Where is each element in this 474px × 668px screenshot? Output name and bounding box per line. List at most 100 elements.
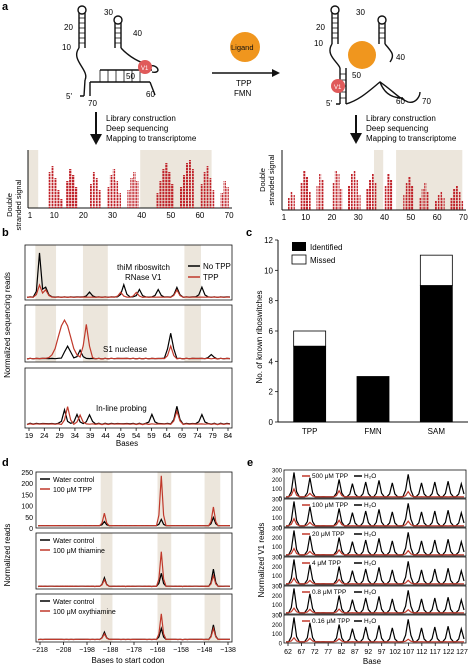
e-ytick-label: 0: [279, 613, 283, 619]
e-subplot-frame: [283, 585, 467, 615]
e-ytick-label: 300: [272, 556, 283, 562]
signal-ylabel-left: stranded signal: [14, 179, 23, 230]
panel-d-xlabel: Bases to start codon: [92, 656, 165, 665]
signal-stack: [165, 163, 168, 208]
signal-tick-label: 10: [50, 211, 59, 220]
b-tick-label: 84: [224, 431, 232, 440]
signal-stack: [89, 184, 92, 208]
struct-num: 40: [396, 53, 405, 62]
signal-stack: [337, 174, 340, 210]
c-ytick-label: 0: [269, 418, 274, 427]
e-subplot-frame: [283, 527, 467, 557]
signal-stack: [437, 195, 440, 210]
signal-stack: [162, 169, 165, 208]
signal-ylabel-right: Double: [258, 168, 267, 192]
riboswitch-unbound: [76, 5, 159, 97]
b-shaded-region: [184, 245, 201, 300]
b-tick-label: 69: [178, 431, 186, 440]
panel-e-xlabel: Base: [363, 657, 382, 666]
struct-num: 30: [356, 8, 365, 17]
signal-tick-label: 20: [327, 213, 336, 222]
panel-a-label: a: [2, 1, 9, 13]
step-right: Mapping to transcriptome: [366, 134, 457, 143]
e-tick-label: 117: [430, 649, 441, 656]
signal-stack: [223, 181, 226, 208]
signal-stack: [366, 189, 369, 210]
signal-stack: [350, 174, 353, 210]
e-ytick-label: 100: [272, 574, 283, 580]
arrow-label-tpp: TPP: [236, 79, 252, 88]
signal-stack: [426, 192, 429, 210]
e-ytick-label: 200: [272, 478, 283, 484]
bar-identified: [419, 285, 453, 423]
e-ytick-label: 100: [272, 545, 283, 551]
d-treatment-trace: [37, 475, 231, 527]
signal-stack: [74, 187, 78, 208]
signal-stack: [316, 186, 319, 210]
panel-d-ylabel: Normalized reads: [3, 524, 12, 587]
e-ytick-label: 300: [272, 585, 283, 591]
e-ytick-label: 300: [272, 527, 283, 533]
e-condition-label: 100 μM TPP: [312, 502, 348, 509]
ligand-icon: [230, 32, 260, 62]
bar-missed: [419, 254, 453, 286]
arrowhead-icon: [272, 69, 280, 77]
signal-tick-label: 50: [166, 211, 175, 220]
d-ytick-label: 200: [21, 481, 33, 488]
e-h2o-label: H₂O: [364, 531, 376, 538]
signal-tick-label: 30: [108, 211, 117, 220]
signal-stack: [403, 195, 406, 210]
c-ytick-label: 2: [269, 388, 274, 397]
signal-stack: [450, 198, 453, 210]
panel-c-ylabel: No. of known riboswitches: [255, 291, 264, 384]
signal-stack: [340, 189, 343, 210]
step-right: Library construction: [366, 114, 436, 123]
signal-tick-label: 70: [225, 211, 234, 220]
signal-stack: [109, 175, 113, 208]
struct-num: 20: [64, 23, 73, 32]
e-tick-label: 87: [351, 649, 359, 656]
d-legend-text: 100 μM thiamine: [53, 548, 105, 555]
legend-tpp: TPP: [203, 273, 219, 282]
panel-c: c No. of known riboswitches 0 2 4 6 8 10 12 TPP…: [246, 227, 468, 436]
step-left: Library construction: [106, 114, 176, 123]
e-h2o-label: H₂O: [364, 560, 376, 567]
d-ytick-label: 250: [21, 470, 33, 477]
signal-stack: [405, 183, 408, 210]
d-shaded-region: [100, 594, 113, 642]
d-shaded-region: [100, 472, 113, 528]
signal-plot-right: 1 10 20 30 40 50 60 70: [281, 150, 468, 222]
c-ytick-label: 8: [269, 297, 274, 306]
d-tick-label: −138: [220, 647, 236, 654]
d-shaded-region: [100, 533, 113, 589]
e-subplot-frame: [283, 469, 467, 499]
signal-stack: [188, 160, 191, 208]
legend-no-tpp: No TPP: [203, 262, 231, 271]
e-tick-label: 102: [389, 649, 401, 656]
signal-stack: [434, 201, 437, 210]
workflow-arrow-right: [350, 115, 362, 144]
panel-e-label: e: [247, 457, 253, 469]
e-subplot-frame: [283, 556, 467, 586]
step-right: Deep sequencing: [366, 124, 428, 133]
signal-stack: [369, 180, 372, 210]
bar-missed: [293, 330, 327, 347]
five-prime-left: 5': [66, 92, 72, 101]
d-legend-text: Water control: [53, 538, 95, 545]
signal-stack: [287, 198, 290, 210]
d-ytick-label: 50: [25, 515, 33, 522]
b-tick-label: 59: [147, 431, 155, 440]
workflow-arrow-left: [90, 112, 102, 145]
signal-stack: [200, 184, 203, 208]
b-subtitle-inline: In-line probing: [96, 404, 147, 413]
v1-label-left: V1: [141, 66, 149, 72]
b-subplot-frame: [24, 244, 233, 301]
e-condition-label: 0.8 μM TPP: [312, 589, 346, 596]
signal-stack: [179, 187, 183, 208]
signal-tick-label: 40: [380, 213, 389, 222]
signal-stack: [442, 198, 445, 210]
d-legend-text: Water control: [53, 477, 95, 484]
e-ytick-label: 300: [272, 614, 283, 620]
struct-num: 40: [133, 29, 142, 38]
series-tpp: [26, 283, 231, 299]
